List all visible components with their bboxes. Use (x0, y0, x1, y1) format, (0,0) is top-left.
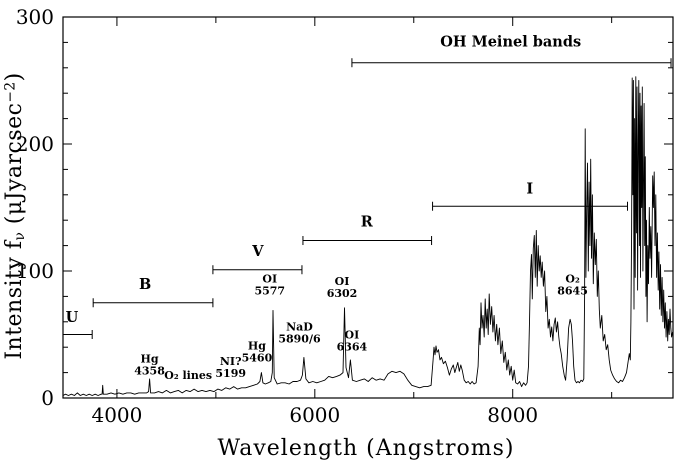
emission-label-line: NI? (220, 355, 242, 368)
emission-label-line: OI (335, 275, 350, 288)
x-tick-label-6000: 6000 (289, 403, 340, 427)
emission-label-line: Hg (248, 340, 266, 353)
y-axis-title: Intensity fν (μJyarcsec−2) (2, 72, 28, 359)
emission-label-line: NaD (286, 321, 313, 334)
emission-label-line: OI (262, 272, 277, 285)
emission-label-line: 5890/6 (278, 333, 321, 346)
emission-label-line: 8645 (557, 284, 588, 297)
band-bracket-V: V (212, 243, 303, 275)
band-label-B: B (139, 276, 151, 293)
band-label-V: V (251, 243, 264, 260)
emission-label-line: 6302 (327, 287, 358, 300)
band-label-I: I (526, 181, 533, 198)
band-bracket-B: B (92, 276, 214, 308)
y-tick-label-100: 100 (16, 259, 54, 283)
y-tick-label-300: 300 (16, 5, 54, 29)
band-bracket-R: R (302, 214, 433, 246)
x-tick-label-8000: 8000 (487, 403, 538, 427)
emission-label-line: O₂ (565, 272, 580, 285)
series-night-sky-spectrum (62, 76, 674, 396)
band-bracket-OH-Meinel-bands: OH Meinel bands (351, 33, 672, 68)
y-axis-title-part: Intensity f (2, 240, 28, 360)
x-axis-title: Wavelength (Angstroms) (217, 436, 515, 461)
band-brackets: U B V R I OH Meinel bands (62, 33, 672, 339)
y-axis-title-part: ) (2, 72, 28, 82)
emission-label-Olines: O₂ lines (164, 369, 212, 382)
band-label-OH-Meinel-bands: OH Meinel bands (440, 33, 581, 50)
emission-label-line: 6364 (337, 340, 368, 353)
emission-label-line: 5199 (215, 367, 246, 380)
emission-label-line: Hg (141, 352, 159, 365)
emission-label-NI?-5199: NI?5199 (215, 355, 246, 380)
axes: 4000 6000 8000 0 100 200 300 (16, 5, 674, 427)
y-tick-label-0: 0 (41, 386, 54, 410)
plot-frame (62, 16, 674, 399)
y-axis-title-part: ν (11, 231, 28, 241)
spectrum-curve (62, 76, 674, 396)
band-bracket-I: I (432, 181, 628, 211)
y-axis-title-part: (μJyarcsec (2, 102, 28, 232)
x-tick-label-4000: 4000 (91, 403, 142, 427)
emission-label-line: 4358 (134, 364, 165, 377)
band-label-R: R (361, 214, 374, 231)
band-label-U: U (66, 309, 79, 326)
emission-label-line: O₂ lines (164, 369, 212, 382)
band-bracket-U: U (62, 309, 93, 339)
y-tick-label-200: 200 (16, 132, 54, 156)
emission-label-line: 5460 (242, 352, 273, 365)
emission-label-line: 5577 (254, 284, 285, 297)
emission-label-line: OI (345, 328, 360, 341)
y-axis-title-part: −2 (2, 81, 19, 103)
